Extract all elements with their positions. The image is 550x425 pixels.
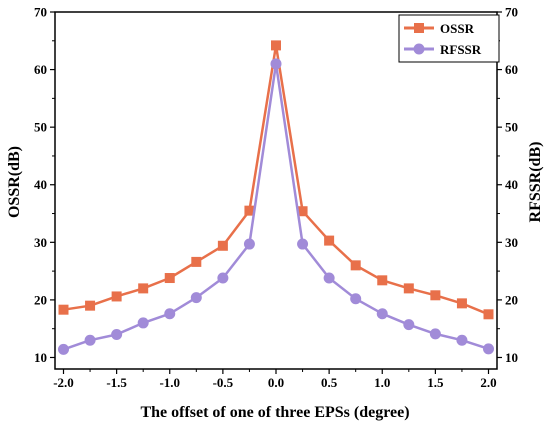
y-tick-label-right: 60	[505, 62, 518, 77]
y-tick-label-right: 70	[505, 5, 518, 20]
data-point-rfssr	[58, 343, 69, 355]
data-point-rfssr	[323, 272, 335, 284]
data-point-rfssr	[137, 317, 149, 329]
data-point-ossr	[456, 298, 467, 309]
x-tick-label: -1.5	[106, 375, 127, 390]
y-tick-label-left: 20	[34, 292, 47, 307]
data-point-ossr	[164, 273, 175, 284]
chart-marks	[58, 40, 494, 355]
data-point-rfssr	[217, 272, 229, 284]
x-tick-label: 1.5	[427, 375, 444, 390]
data-point-rfssr	[456, 334, 468, 346]
data-point-ossr	[271, 40, 281, 51]
legend-label-ossr: OSSR	[440, 21, 475, 36]
x-axis-title: The offset of one of three EPSs (degree)	[140, 404, 409, 421]
series-line-ossr	[63, 44, 489, 316]
chart-axes: -2.0 -1.5 -1.0 -0.5 0.0 0.5 1.0 1.5 2.0 10 10 20 20 3…	[34, 5, 518, 391]
legend-marker-ossr	[414, 23, 424, 33]
data-point-rfssr	[376, 308, 388, 320]
legend-marker-rfssr	[413, 43, 425, 55]
data-point-rfssr	[297, 238, 309, 250]
data-point-rfssr	[84, 334, 96, 346]
legend-label-rfssr: RFSSR	[440, 42, 482, 57]
y-tick-label-left: 50	[34, 120, 47, 135]
data-point-rfssr	[483, 343, 494, 355]
data-point-ossr	[377, 275, 388, 286]
x-tick-label: 2.0	[480, 375, 496, 390]
data-point-ossr	[483, 309, 494, 320]
data-point-ossr	[85, 300, 96, 311]
data-point-ossr	[350, 260, 361, 271]
x-tick-label: 0.5	[321, 375, 338, 390]
y-tick-label-left: 30	[34, 235, 47, 250]
data-point-rfssr	[164, 308, 176, 320]
y-tick-label-right: 10	[505, 350, 518, 365]
data-point-ossr	[244, 205, 255, 216]
data-point-ossr	[138, 283, 149, 294]
x-tick-label: 1.0	[374, 375, 390, 390]
data-point-rfssr	[350, 293, 362, 305]
data-point-rfssr	[429, 328, 441, 340]
data-point-ossr	[297, 206, 308, 217]
x-tick-label: -0.5	[213, 375, 234, 390]
data-point-ossr	[217, 240, 228, 251]
y-tick-label-right: 30	[505, 235, 518, 250]
y-tick-label-right: 50	[505, 120, 518, 135]
x-tick-label: -1.0	[159, 375, 180, 390]
series-line-rfssr	[63, 62, 489, 351]
y-axis-title-right: RFSSR(dB)	[527, 142, 544, 223]
data-point-ossr	[430, 290, 441, 301]
x-tick-label: 0.0	[268, 375, 284, 390]
y-tick-label-left: 40	[34, 177, 47, 192]
data-point-ossr	[58, 304, 69, 315]
y-tick-label-left: 60	[34, 62, 47, 77]
x-tick-label: -2.0	[53, 375, 74, 390]
data-point-rfssr	[403, 319, 415, 331]
y-tick-label-left: 10	[34, 350, 47, 365]
data-point-ossr	[191, 256, 202, 267]
y-axis-title-left: OSSR(dB)	[6, 146, 23, 218]
legend: OSSR RFSSR	[398, 14, 500, 63]
data-point-ossr	[403, 283, 414, 294]
data-point-rfssr	[111, 328, 123, 340]
y-tick-label-left: 70	[34, 5, 47, 20]
data-point-ossr	[324, 235, 335, 246]
data-point-rfssr	[190, 292, 202, 304]
y-tick-label-right: 20	[505, 292, 518, 307]
legend-box	[398, 14, 500, 63]
data-point-ossr	[111, 291, 122, 302]
y-tick-label-right: 40	[505, 177, 518, 192]
data-point-rfssr	[243, 238, 255, 250]
data-point-rfssr	[270, 58, 282, 70]
